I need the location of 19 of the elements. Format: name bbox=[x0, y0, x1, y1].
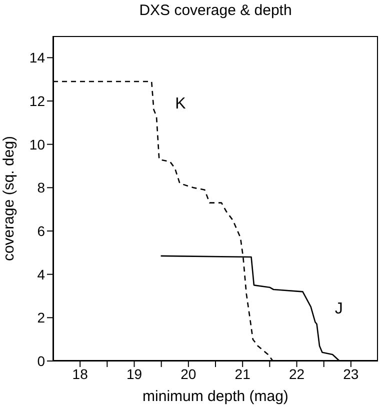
x-tick-label: 18 bbox=[72, 366, 88, 382]
y-tick-label: 14 bbox=[29, 50, 46, 66]
y-tick-label: 4 bbox=[37, 266, 46, 282]
x-tick-label: 20 bbox=[180, 366, 196, 382]
y-axis-title: coverage (sq. deg) bbox=[0, 136, 18, 262]
series-label: K bbox=[175, 96, 186, 113]
x-tick-label: 22 bbox=[288, 366, 305, 382]
y-tick-label: 0 bbox=[37, 352, 46, 369]
x-tick-label: 23 bbox=[343, 366, 359, 382]
y-tick-label: 10 bbox=[29, 136, 46, 152]
y-tick-label: 8 bbox=[37, 180, 46, 196]
x-axis-title: minimum depth (mag) bbox=[142, 388, 288, 405]
y-tick-label: 6 bbox=[37, 222, 46, 239]
y-tick-label: 2 bbox=[37, 310, 46, 326]
series-label: J bbox=[334, 300, 343, 318]
x-tick-label: 21 bbox=[234, 366, 251, 382]
x-tick-label: 19 bbox=[126, 366, 142, 382]
y-tick-label: 12 bbox=[29, 92, 46, 109]
chart-title: DXS coverage & depth bbox=[138, 2, 293, 19]
